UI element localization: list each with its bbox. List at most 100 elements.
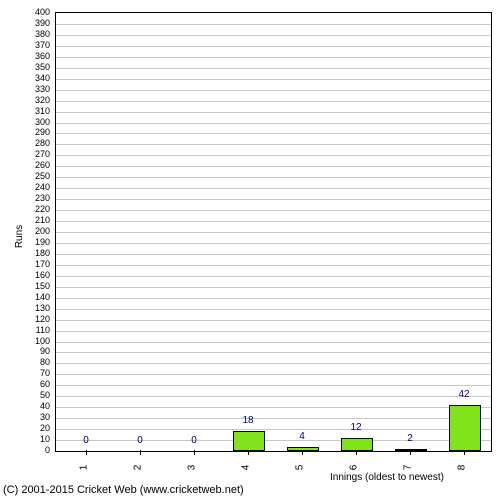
y-tick-label: 260 [0, 160, 50, 170]
y-tick-label: 80 [0, 357, 50, 367]
y-tick-label: 300 [0, 117, 50, 127]
y-tick-label: 110 [0, 325, 50, 335]
gridline [56, 144, 491, 145]
y-tick-label: 50 [0, 390, 50, 400]
x-tick [86, 450, 87, 455]
gridline [56, 396, 491, 397]
bar [395, 449, 427, 451]
y-tick-label: 360 [0, 51, 50, 61]
gridline [56, 210, 491, 211]
x-tick [410, 450, 411, 455]
y-tick-label: 150 [0, 281, 50, 291]
bar-value-label: 42 [458, 389, 469, 400]
gridline [56, 79, 491, 80]
gridline [56, 254, 491, 255]
gridline [56, 68, 491, 69]
y-tick-label: 390 [0, 18, 50, 28]
x-tick-label: 2 [132, 465, 143, 471]
x-tick-label: 8 [456, 465, 467, 471]
y-tick-label: 100 [0, 336, 50, 346]
x-tick-label: 1 [78, 465, 89, 471]
bar-value-label: 0 [137, 435, 143, 446]
y-tick-label: 140 [0, 292, 50, 302]
gridline [56, 440, 491, 441]
gridline [56, 342, 491, 343]
gridline [56, 199, 491, 200]
y-tick-label: 240 [0, 182, 50, 192]
gridline [56, 57, 491, 58]
gridline [56, 287, 491, 288]
gridline [56, 188, 491, 189]
bar-value-label: 0 [83, 435, 89, 446]
bar-value-label: 0 [191, 435, 197, 446]
x-axis-label: Innings (oldest to newest) [330, 472, 444, 483]
y-tick-label: 180 [0, 248, 50, 258]
gridline [56, 363, 491, 364]
gridline [56, 374, 491, 375]
gridline [56, 385, 491, 386]
gridline [56, 90, 491, 91]
gridline [56, 123, 491, 124]
y-tick-label: 70 [0, 368, 50, 378]
copyright-text: (C) 2001-2015 Cricket Web (www.cricketwe… [3, 484, 244, 496]
gridline [56, 352, 491, 353]
y-tick-label: 160 [0, 270, 50, 280]
bar-value-label: 18 [242, 415, 253, 426]
y-tick-label: 380 [0, 29, 50, 39]
x-tick [248, 450, 249, 455]
y-tick-label: 200 [0, 226, 50, 236]
x-tick [302, 450, 303, 455]
y-tick-label: 330 [0, 84, 50, 94]
y-tick-label: 40 [0, 401, 50, 411]
plot-area [55, 12, 492, 452]
y-tick-label: 370 [0, 40, 50, 50]
y-tick-label: 220 [0, 204, 50, 214]
bar-value-label: 12 [350, 422, 361, 433]
gridline [56, 221, 491, 222]
gridline [56, 407, 491, 408]
y-tick-label: 10 [0, 434, 50, 444]
y-tick-label: 190 [0, 237, 50, 247]
bar [287, 447, 319, 451]
y-tick-label: 350 [0, 62, 50, 72]
gridline [56, 112, 491, 113]
y-tick-label: 270 [0, 149, 50, 159]
x-tick-label: 4 [240, 465, 251, 471]
y-tick-label: 400 [0, 7, 50, 17]
bar-value-label: 2 [407, 433, 413, 444]
chart-container: Runs Innings (oldest to newest) (C) 2001… [0, 0, 500, 500]
y-tick-label: 210 [0, 215, 50, 225]
x-tick [464, 450, 465, 455]
y-tick-label: 290 [0, 127, 50, 137]
bar [449, 405, 481, 451]
y-tick-label: 250 [0, 171, 50, 181]
gridline [56, 418, 491, 419]
x-tick-label: 6 [348, 465, 359, 471]
y-tick-label: 30 [0, 412, 50, 422]
gridline [56, 243, 491, 244]
y-tick-label: 0 [0, 445, 50, 455]
gridline [56, 46, 491, 47]
x-tick-label: 3 [186, 465, 197, 471]
gridline [56, 320, 491, 321]
y-tick-label: 320 [0, 95, 50, 105]
gridline [56, 309, 491, 310]
gridline [56, 101, 491, 102]
x-tick-label: 5 [294, 465, 305, 471]
y-tick-label: 230 [0, 193, 50, 203]
gridline [56, 166, 491, 167]
gridline [56, 177, 491, 178]
y-tick-label: 60 [0, 379, 50, 389]
y-tick-label: 120 [0, 314, 50, 324]
gridline [56, 265, 491, 266]
gridline [56, 298, 491, 299]
gridline [56, 331, 491, 332]
gridline [56, 35, 491, 36]
bar-value-label: 4 [299, 431, 305, 442]
y-tick-label: 340 [0, 73, 50, 83]
y-tick-label: 170 [0, 259, 50, 269]
bar [341, 438, 373, 451]
gridline [56, 24, 491, 25]
gridline [56, 155, 491, 156]
x-tick [140, 450, 141, 455]
